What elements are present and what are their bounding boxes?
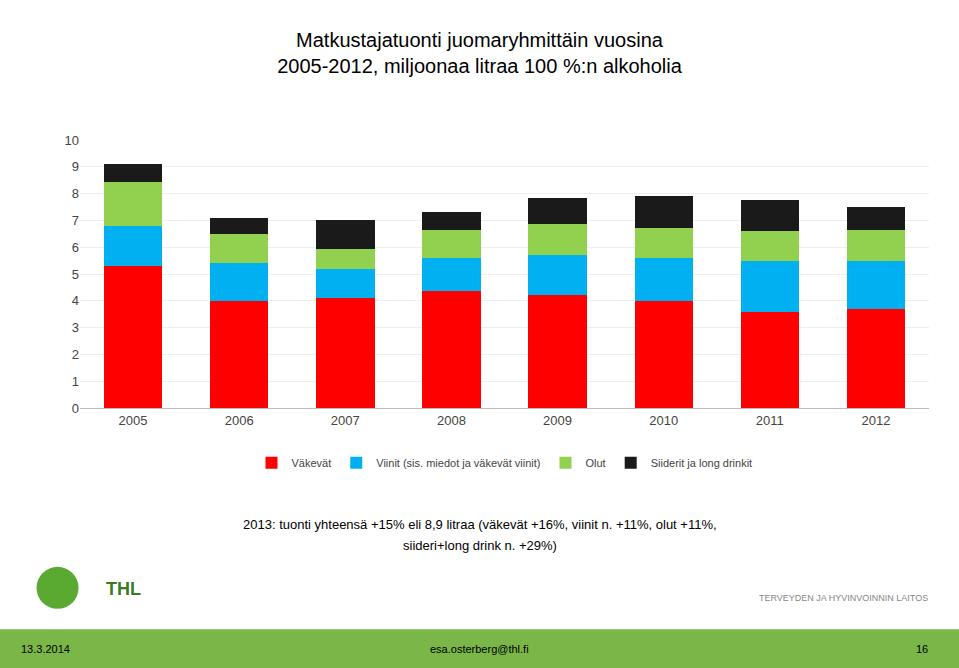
svg-text:3: 3 <box>72 320 79 335</box>
svg-text:2010: 2010 <box>649 413 678 428</box>
svg-text:2007: 2007 <box>331 413 360 428</box>
svg-text:7: 7 <box>72 213 79 228</box>
svg-text:Väkevät: Väkevät <box>292 457 332 469</box>
svg-text:siideri+long drink n. +29%): siideri+long drink n. +29%) <box>403 538 557 553</box>
svg-text:2013: tuonti yhteensä +15% eli: 2013: tuonti yhteensä +15% eli 8,9 litra… <box>243 517 717 532</box>
svg-text:Matkustajatuonti juomaryhmittä: Matkustajatuonti juomaryhmittäin vuosina… <box>277 29 683 77</box>
svg-text:2: 2 <box>72 347 79 362</box>
svg-text:16: 16 <box>916 643 928 655</box>
svg-text:5: 5 <box>72 267 79 282</box>
svg-text:Olut: Olut <box>586 457 606 469</box>
svg-text:10: 10 <box>65 133 79 148</box>
svg-text:2008: 2008 <box>437 413 466 428</box>
svg-text:2006: 2006 <box>225 413 254 428</box>
svg-text:1: 1 <box>72 374 79 389</box>
svg-text:2005: 2005 <box>119 413 148 428</box>
svg-text:6: 6 <box>72 240 79 255</box>
svg-text:9: 9 <box>72 159 79 174</box>
svg-text:2012: 2012 <box>861 413 890 428</box>
svg-text:0: 0 <box>72 401 79 416</box>
svg-text:esa.osterberg@thl.fi: esa.osterberg@thl.fi <box>430 643 529 655</box>
svg-text:Siiderit ja long drinkit: Siiderit ja long drinkit <box>651 457 753 469</box>
svg-text:Viinit (sis. miedot ja väkevät: Viinit (sis. miedot ja väkevät viinit) <box>376 457 540 469</box>
svg-text:4: 4 <box>72 293 79 308</box>
svg-text:THL: THL <box>106 579 141 599</box>
svg-text:2009: 2009 <box>543 413 572 428</box>
svg-text:2011: 2011 <box>756 413 784 428</box>
svg-text:8: 8 <box>72 186 79 201</box>
svg-text:13.3.2014: 13.3.2014 <box>21 643 70 655</box>
svg-text:TERVEYDEN JA HYVINVOINNIN LAIT: TERVEYDEN JA HYVINVOINNIN LAITOS <box>759 593 928 603</box>
